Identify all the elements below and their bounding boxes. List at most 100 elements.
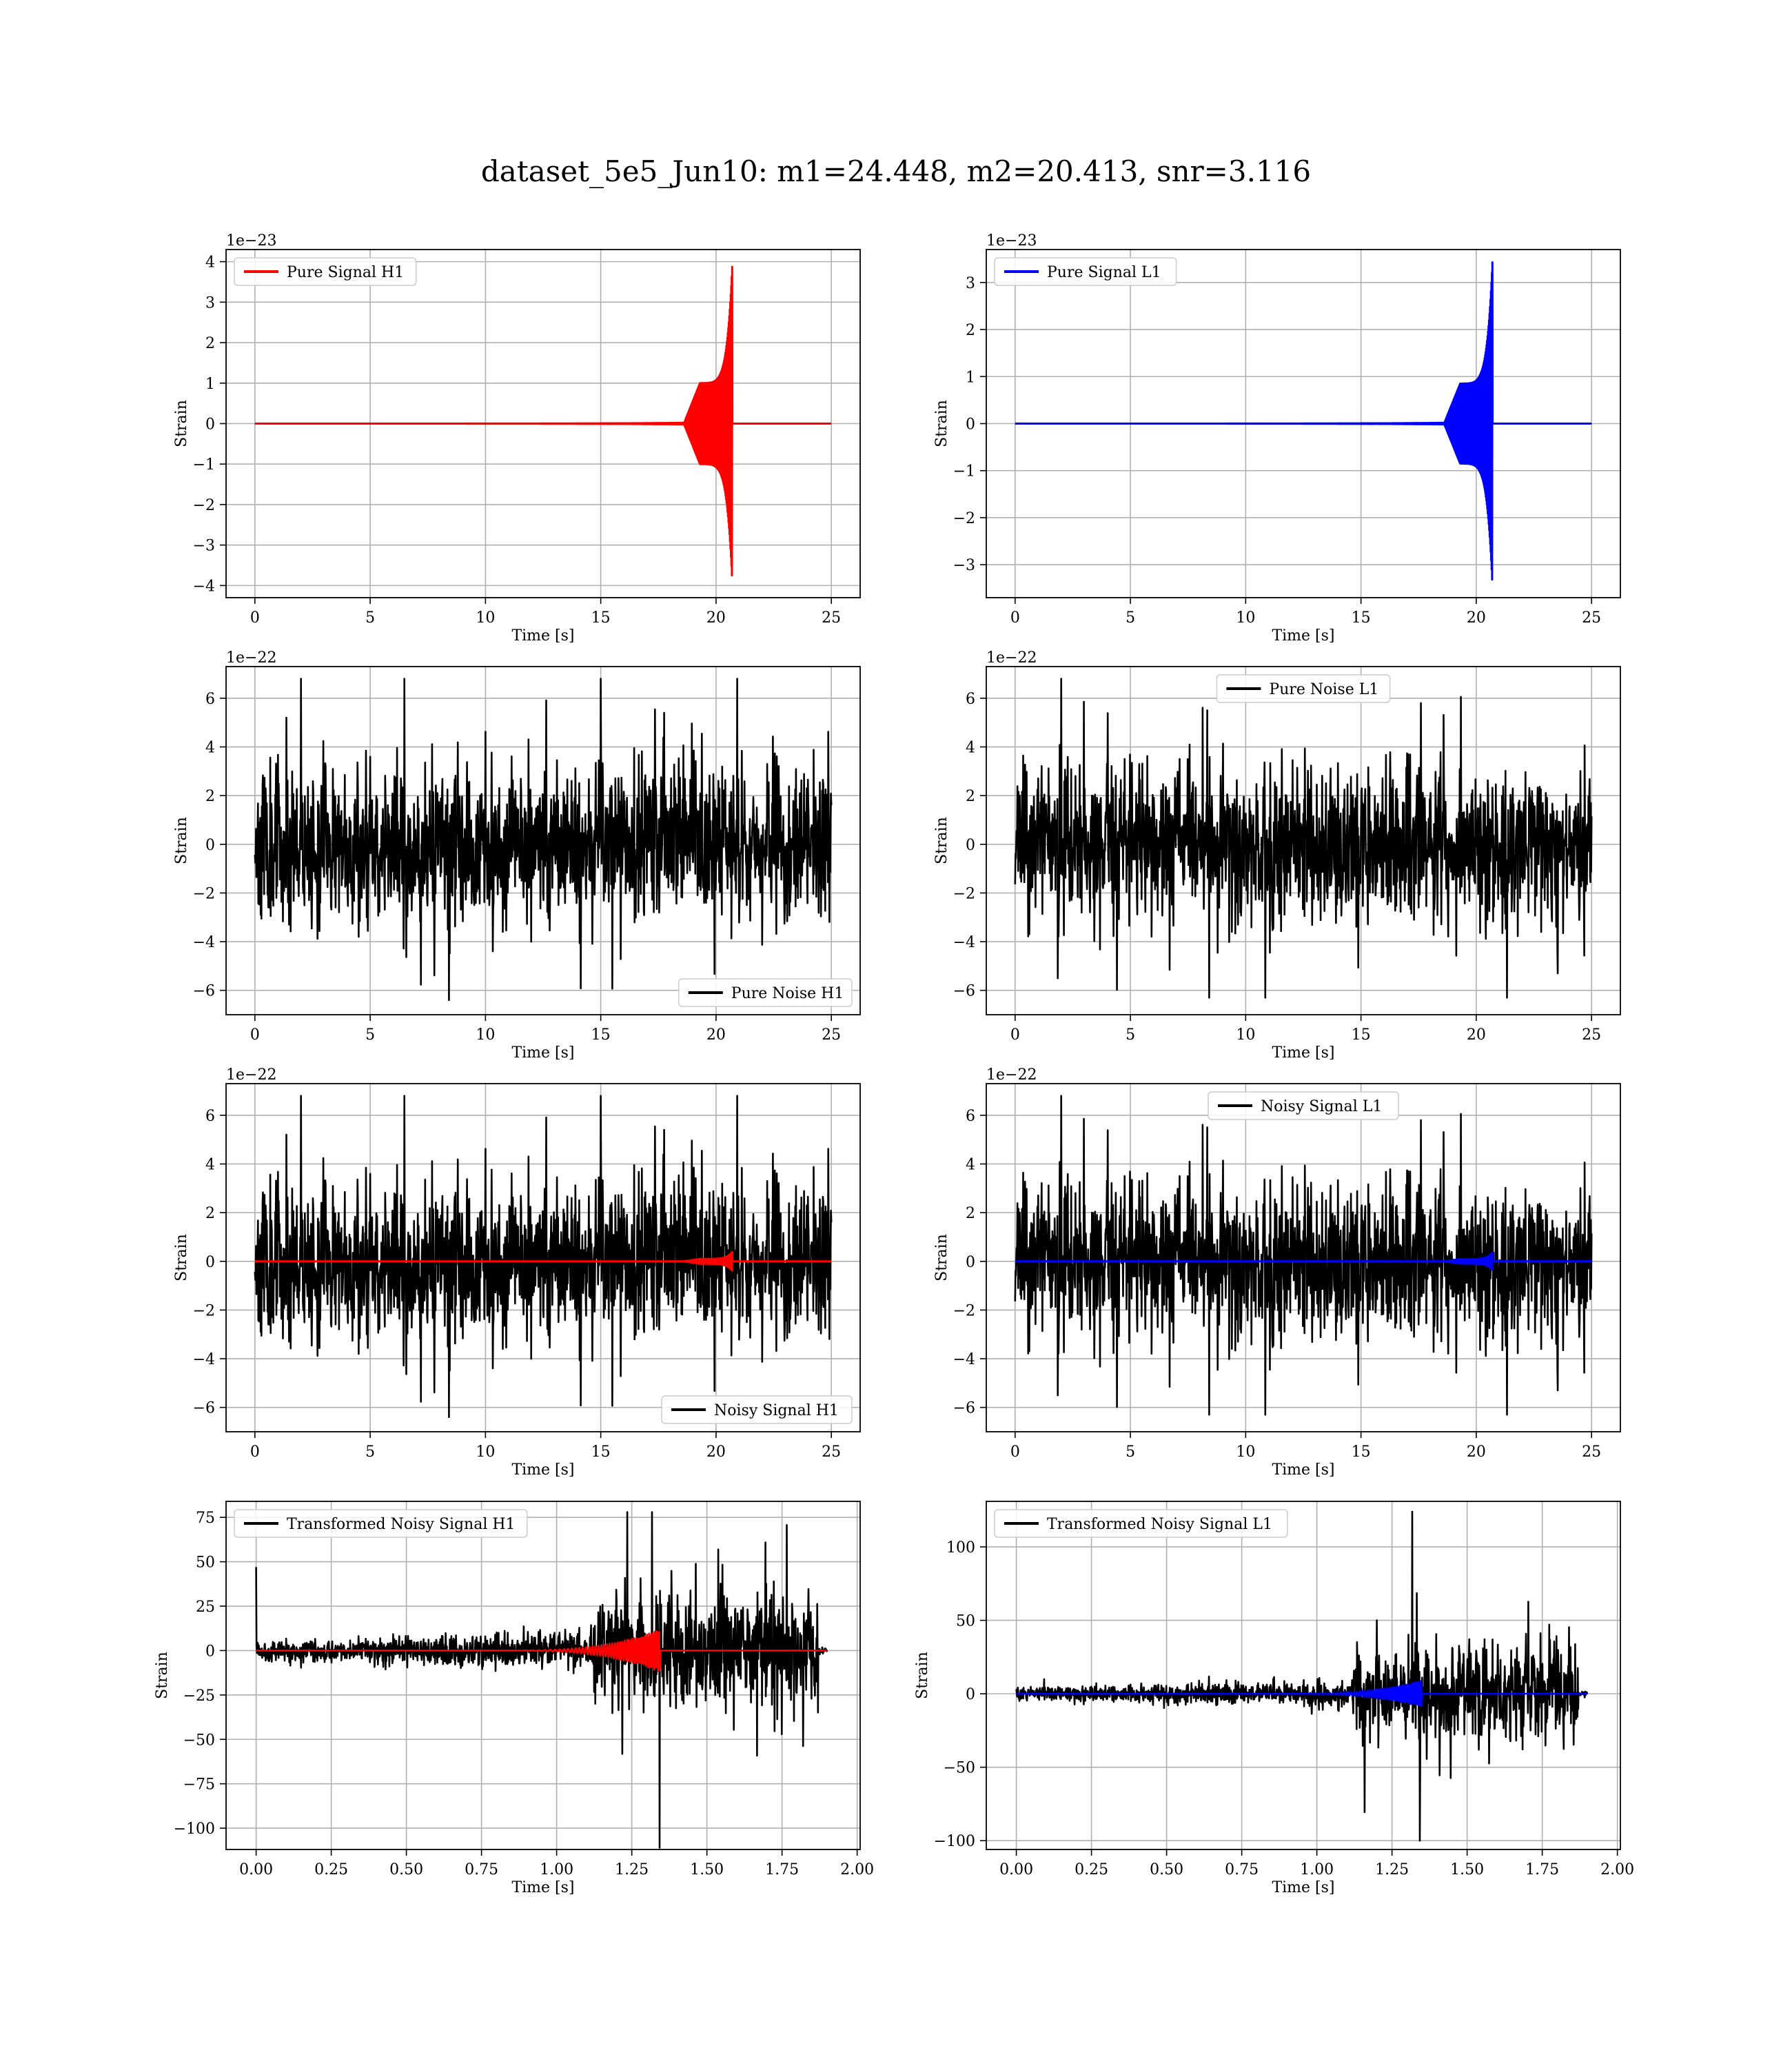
y-tick-label: −100 (934, 1833, 975, 1850)
noisy-signal-h1-axes: 0 5 10 15 20 25 −6 −4 −2 0 2 4 6 Time [s] Strain 1e−22 N… (173, 1066, 861, 1479)
pure-signal-l1-legend: Pure Signal L1 (994, 257, 1177, 286)
y-tick-label: 6 (966, 691, 975, 708)
x-axis-label: Time [s] (1272, 627, 1334, 645)
y-tick-label: −75 (183, 1776, 215, 1794)
y-tick-label: −2 (953, 1302, 975, 1319)
y-tick-label: 1 (966, 369, 975, 386)
y-tick-label: −6 (193, 1400, 215, 1417)
pure-signal-h1-axes: 0 5 10 15 20 25 −4 −3 −2 −1 0 1 2 3 4 Time [s] Strain 1e−… (173, 232, 861, 645)
legend-box (994, 257, 1177, 286)
noisy-signal-l1-legend: Noisy Signal L1 (1208, 1091, 1399, 1120)
pure-noise-h1-data (254, 678, 833, 1002)
y-tick-label: 50 (196, 1554, 215, 1572)
y-axis-label: Strain (933, 400, 950, 447)
pure-noise-l1-legend: Pure Noise L1 (1216, 674, 1391, 703)
y-tick-label: −6 (953, 983, 975, 1000)
x-tick-label: 0.50 (389, 1861, 423, 1878)
y-tick-label: 2 (966, 322, 975, 339)
y-tick-label: −50 (183, 1732, 215, 1749)
x-tick-label: 15 (591, 1026, 611, 1044)
x-tick-label: 25 (822, 1026, 841, 1044)
x-tick-label: 5 (365, 1026, 375, 1044)
x-axis-label: Time [s] (511, 1879, 574, 1896)
y-tick-label: 2 (966, 788, 975, 805)
y-tick-label: −6 (953, 1400, 975, 1417)
y-tick-label: −3 (953, 557, 975, 574)
y-axis-label: Strain (173, 1234, 190, 1281)
y-tick-label: 50 (956, 1613, 975, 1630)
legend-label: Noisy Signal H1 (714, 1402, 839, 1419)
x-tick-label: 10 (1236, 609, 1255, 627)
transformed-noisy-signal-l1-series-0 (1015, 1510, 1589, 1842)
x-tick-label: 15 (591, 609, 611, 627)
y-tick-label: −6 (193, 983, 215, 1000)
x-tick-label: 0 (250, 1026, 260, 1044)
y-tick-label: 2 (205, 335, 215, 352)
y-axis-label: Strain (173, 400, 190, 447)
x-tick-label: 25 (1582, 1443, 1601, 1461)
legend-label: Pure Signal H1 (287, 264, 404, 281)
y-tick-label: 3 (966, 275, 975, 292)
legend-box (1208, 1091, 1399, 1120)
axes-frame (986, 249, 1621, 598)
axis-offset-text: 1e−22 (226, 649, 276, 667)
x-tick-label: 20 (706, 609, 726, 627)
y-axis-label: Strain (933, 817, 950, 864)
legend-box (994, 1509, 1288, 1538)
y-tick-label: 2 (205, 1205, 215, 1222)
noisy-signal-h1-series-1 (254, 1250, 833, 1272)
legend-box (234, 1509, 528, 1538)
x-tick-label: 1.75 (765, 1861, 799, 1878)
transformed-noisy-signal-h1-axes: 0.00 0.25 0.50 0.75 1.00 1.25 1.50 1.75 2.00 −100… (154, 1501, 874, 1896)
pure-signal-l1-axes: 0 5 10 15 20 25 −3 −2 −1 0 1 2 3 Time [s] Strain 1e−23 P… (933, 232, 1621, 645)
y-tick-label: 6 (205, 1108, 215, 1125)
x-tick-label: 25 (1582, 1026, 1601, 1044)
y-tick-label: −1 (193, 456, 215, 474)
x-tick-label: 15 (1352, 609, 1371, 627)
y-tick-label: 0 (205, 1254, 215, 1271)
x-tick-label: 0 (1010, 609, 1020, 627)
x-axis-label: Time [s] (511, 627, 574, 645)
x-tick-label: 1.00 (1300, 1861, 1334, 1878)
x-tick-label: 1.25 (615, 1861, 649, 1878)
x-tick-label: 0 (250, 1443, 260, 1461)
x-tick-label: 0 (1010, 1443, 1020, 1461)
y-tick-label: 0 (205, 837, 215, 854)
transformed-noisy-signal-l1-legend: Transformed Noisy Signal L1 (994, 1509, 1288, 1538)
y-tick-label: −2 (193, 497, 215, 514)
legend-box (678, 978, 853, 1007)
y-tick-label: −3 (193, 538, 215, 555)
x-tick-label: 10 (476, 1443, 495, 1461)
y-tick-label: −2 (193, 885, 215, 902)
pure-signal-h1-series-0 (254, 265, 833, 577)
pure-noise-h1-legend: Pure Noise H1 (678, 978, 853, 1007)
x-tick-label: 10 (1236, 1443, 1255, 1461)
noisy-signal-l1-series-1 (1014, 1252, 1593, 1271)
x-tick-label: 1.75 (1525, 1861, 1559, 1878)
pure-noise-l1-axes: 0 5 10 15 20 25 −6 −4 −2 0 2 4 6 Time [s] Strain 1e−22 P… (933, 649, 1621, 1062)
noisy-signal-h1-legend: Noisy Signal H1 (661, 1395, 853, 1424)
pure-signal-l1-data (1014, 261, 1593, 581)
y-tick-label: −2 (953, 510, 975, 527)
pure-noise-h1-series-0 (254, 678, 833, 1002)
axis-offset-text: 1e−22 (986, 649, 1037, 667)
y-tick-label: 4 (205, 740, 215, 757)
legend-box (1216, 674, 1391, 703)
axes-frame (225, 666, 861, 1015)
pure-noise-h1-axes: 0 5 10 15 20 25 −6 −4 −2 0 2 4 6 Time [s] Strain 1e−22 P… (173, 649, 861, 1062)
x-tick-label: 0.00 (239, 1861, 273, 1878)
y-tick-label: 75 (196, 1510, 215, 1527)
y-tick-label: 0 (966, 1686, 975, 1703)
noisy-signal-l1-data (1014, 1095, 1593, 1416)
x-tick-label: 0.50 (1150, 1861, 1183, 1878)
x-tick-label: 10 (476, 1026, 495, 1044)
x-axis-label: Time [s] (1272, 1461, 1334, 1479)
y-tick-label: 0 (966, 416, 975, 434)
y-tick-label: 1 (205, 376, 215, 393)
x-tick-label: 1.25 (1375, 1861, 1409, 1878)
transformed-noisy-signal-h1-series-0 (255, 1511, 828, 1849)
y-tick-label: 6 (205, 691, 215, 708)
axis-offset-text: 1e−23 (986, 232, 1037, 250)
transformed-noisy-signal-h1-data (255, 1511, 828, 1849)
